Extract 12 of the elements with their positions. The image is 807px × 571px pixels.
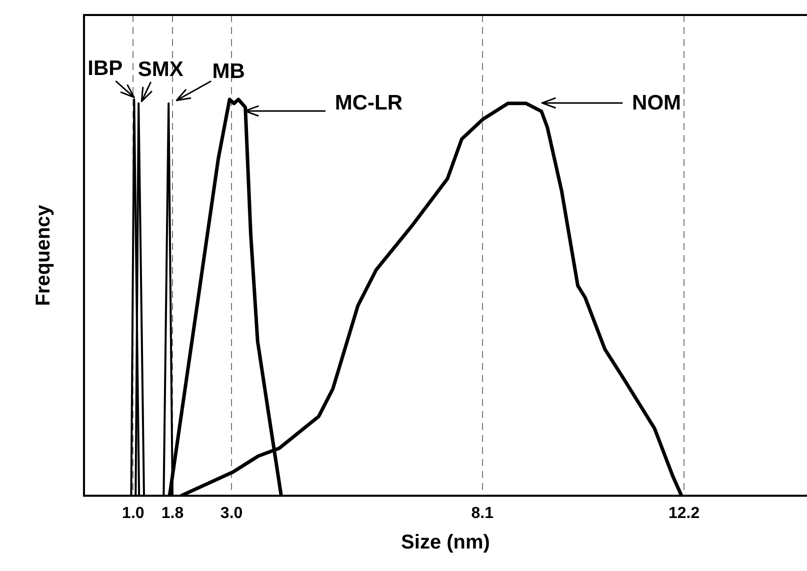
annotation: NOM: [632, 92, 682, 115]
annotation: MB: [212, 60, 245, 84]
x-tick-label: 1.0: [122, 504, 144, 522]
y-axis-title: Frequency: [32, 204, 55, 306]
x-tick-label: 1.8: [161, 504, 184, 522]
annotation: IBP: [88, 57, 123, 80]
x-tick-label: 8.1: [471, 504, 494, 522]
x-tick-label: 3.0: [220, 504, 243, 522]
x-tick-label: 12.2: [668, 504, 700, 522]
x-axis-title: Size (nm): [401, 532, 490, 554]
annotation: MC-LR: [334, 92, 403, 115]
annotation: SMX: [138, 58, 184, 82]
